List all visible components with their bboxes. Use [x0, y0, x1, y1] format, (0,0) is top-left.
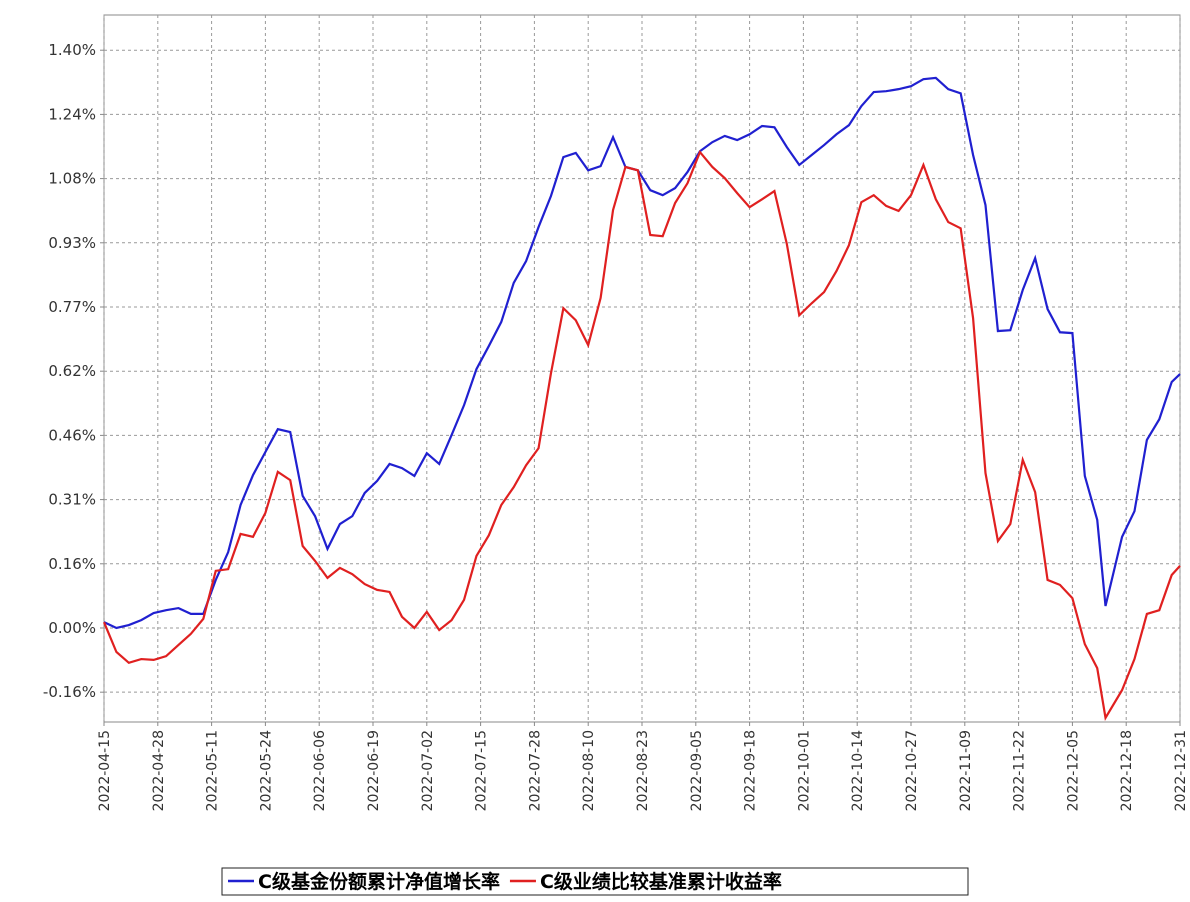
x-tick-label: 2022-07-02: [420, 730, 436, 811]
y-tick-label: -0.16%: [43, 683, 96, 701]
y-tick-label: 0.16%: [48, 555, 96, 573]
y-tick-label: 1.40%: [48, 41, 96, 59]
x-tick-label: 2022-12-18: [1119, 730, 1135, 811]
x-tick-label: 2022-11-09: [958, 730, 974, 811]
x-tick-label: 2022-09-05: [689, 730, 705, 811]
y-tick-label: 1.24%: [48, 105, 96, 123]
x-tick-label: 2022-09-18: [743, 730, 759, 811]
y-tick-label: 1.08%: [48, 170, 96, 188]
series-line: [103, 76, 1181, 630]
x-tick-label: 2022-08-23: [635, 730, 651, 811]
series-line: [102, 149, 1181, 722]
x-tick-label: 2022-05-11: [205, 730, 221, 811]
grid: [100, 15, 1181, 726]
y-tick-label: 0.31%: [48, 491, 96, 509]
x-tick-label: 2022-10-14: [850, 730, 866, 811]
x-tick-label: 2022-12-05: [1065, 730, 1081, 811]
x-tick-label: 2022-04-28: [151, 730, 167, 811]
x-tick-label: 2022-11-22: [1012, 730, 1028, 811]
legend-label: C级业绩比较基准累计收益率: [540, 870, 782, 893]
x-tick-label: 2022-06-19: [366, 730, 382, 811]
legend-label: C级基金份额累计净值增长率: [258, 870, 500, 893]
legend-entries: C级基金份额累计净值增长率 C级业绩比较基准累计收益率: [228, 870, 782, 893]
x-tick-label: 2022-07-28: [527, 730, 543, 811]
legend: [221, 867, 969, 896]
x-tick-label: 2022-05-24: [258, 730, 274, 811]
lines: [102, 76, 1181, 722]
x-tick-label: 2022-04-15: [97, 730, 113, 811]
x-tick-label: 2022-07-15: [474, 730, 490, 811]
x-tick-label: 2022-06-06: [312, 730, 328, 811]
y-tick-label: 0.93%: [48, 234, 96, 252]
x-tick-label: 2022-12-31: [1173, 730, 1189, 811]
y-tick-label: 0.77%: [48, 298, 96, 316]
labels: -0.16% 0.00% 0.16% 0.31% 0.46% 0.62% 0.77% 0.93…: [43, 41, 1189, 811]
x-tick-label: 2022-10-27: [904, 730, 920, 811]
x-tick-label: 2022-10-01: [796, 730, 812, 811]
y-tick-label: 0.46%: [48, 426, 96, 444]
y-tick-label: 0.62%: [48, 362, 96, 380]
x-tick-label: 2022-08-10: [581, 730, 597, 811]
y-tick-label: 0.00%: [48, 619, 96, 637]
